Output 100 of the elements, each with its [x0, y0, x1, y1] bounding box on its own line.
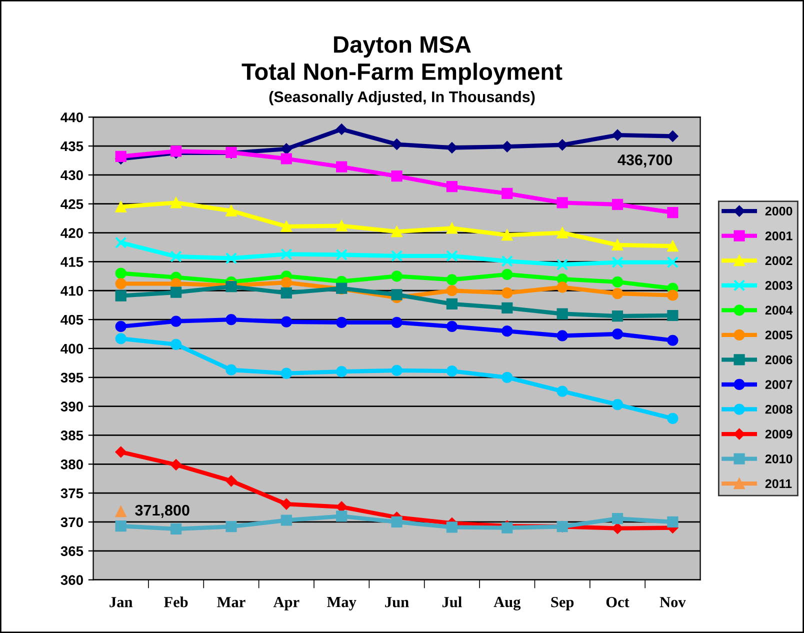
point	[446, 222, 458, 234]
y-tick-label: 405	[60, 314, 84, 325]
point	[612, 129, 624, 141]
point	[115, 201, 126, 212]
point	[115, 268, 126, 279]
point	[612, 276, 624, 288]
point	[446, 320, 458, 332]
point	[556, 139, 568, 150]
point	[556, 308, 568, 320]
point	[226, 521, 237, 532]
legend-label: 2002	[765, 256, 792, 266]
point	[115, 333, 126, 344]
y-tick-label: 435	[60, 141, 84, 152]
y-tick-label: 395	[60, 372, 84, 383]
legend-label: 2006	[765, 355, 792, 364]
point	[336, 366, 348, 378]
legend-label: 2001	[765, 231, 792, 240]
point	[336, 124, 348, 135]
y-tick-label: 425	[60, 199, 84, 210]
point	[612, 399, 624, 410]
point	[280, 498, 292, 510]
point	[667, 516, 678, 528]
point	[667, 206, 678, 218]
y-tick-label: 385	[60, 430, 84, 440]
point	[502, 372, 513, 383]
point	[336, 510, 348, 522]
point	[556, 227, 568, 238]
point	[115, 506, 126, 518]
legend-label: 2007	[765, 380, 792, 389]
y-tick-label: 410	[60, 286, 83, 296]
point	[446, 274, 458, 286]
point	[667, 290, 678, 301]
chart-subtitle: (Seasonally Adjusted, In Thousands)	[269, 90, 535, 106]
y-tick-label: 400	[60, 344, 83, 354]
point	[612, 288, 624, 300]
legend-label: 2000	[765, 206, 792, 216]
point	[556, 258, 568, 271]
point	[226, 205, 237, 216]
point	[280, 276, 292, 288]
legend-label: 2005	[765, 330, 792, 340]
point	[115, 446, 126, 458]
x-tick-label: Sep	[551, 596, 574, 610]
point	[115, 278, 126, 290]
point	[446, 250, 458, 262]
legend-label: 2010	[765, 454, 792, 464]
y-tick-label: 375	[60, 488, 84, 498]
point	[280, 143, 292, 155]
point	[280, 316, 292, 328]
y-tick-label: 440	[60, 112, 83, 122]
x-tick-label: Aug	[494, 596, 521, 610]
point	[391, 289, 402, 300]
y-tick-label: 380	[60, 459, 83, 470]
point	[667, 310, 678, 322]
point	[280, 153, 292, 164]
point	[115, 320, 126, 332]
point	[612, 328, 624, 340]
point	[170, 316, 182, 327]
x-tick-label: Feb	[164, 596, 188, 608]
x-tick-label: Mar	[217, 597, 246, 608]
point	[446, 298, 458, 310]
point	[115, 520, 126, 532]
point	[556, 330, 568, 342]
point	[502, 188, 513, 200]
chart-title: Dayton MSA Total Non-Farm Employment	[242, 36, 562, 85]
point	[556, 197, 568, 208]
y-tick-label: 360	[60, 575, 83, 586]
point	[280, 287, 292, 298]
point	[502, 326, 513, 337]
point	[280, 220, 292, 232]
x-tick-label: Jan	[110, 597, 133, 608]
point	[667, 334, 678, 346]
point	[446, 285, 458, 296]
point	[446, 522, 458, 533]
x-tick-label: Jun	[385, 597, 409, 608]
point	[502, 230, 513, 241]
point	[226, 364, 237, 376]
point	[391, 316, 402, 328]
point	[391, 270, 402, 282]
point	[446, 180, 458, 192]
y-tick-label: 420	[60, 228, 83, 238]
legend-label: 2009	[765, 430, 792, 439]
point	[502, 268, 513, 280]
point	[170, 459, 182, 470]
point	[336, 220, 348, 232]
annotation: 436,700	[618, 154, 672, 168]
point	[115, 290, 126, 302]
point	[336, 161, 348, 172]
point	[502, 302, 513, 314]
point	[391, 138, 402, 150]
legend-label: 2003	[765, 281, 792, 290]
point	[391, 364, 402, 376]
point	[226, 314, 237, 326]
legend-label: 2008	[765, 404, 792, 414]
point	[391, 226, 402, 238]
point	[280, 368, 292, 379]
x-tick-label: May	[327, 597, 356, 610]
point	[502, 141, 513, 152]
point	[556, 386, 568, 397]
x-tick-label: Nov	[660, 597, 686, 608]
point	[612, 522, 624, 534]
